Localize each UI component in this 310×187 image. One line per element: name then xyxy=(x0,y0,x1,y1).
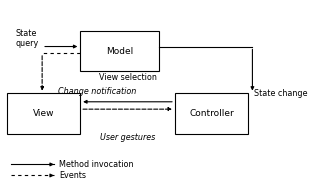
Text: View: View xyxy=(33,109,54,118)
Text: State
query: State query xyxy=(16,29,39,48)
Text: Model: Model xyxy=(106,47,133,56)
Text: Method invocation: Method invocation xyxy=(59,160,134,169)
Text: Change notification: Change notification xyxy=(58,87,136,96)
Bar xyxy=(7,94,80,134)
Bar xyxy=(80,31,159,71)
Text: View selection: View selection xyxy=(99,73,157,82)
Text: Controller: Controller xyxy=(189,109,234,118)
Text: State change: State change xyxy=(254,89,308,98)
Bar xyxy=(175,94,249,134)
Text: User gestures: User gestures xyxy=(100,133,155,142)
Text: Events: Events xyxy=(59,171,86,180)
